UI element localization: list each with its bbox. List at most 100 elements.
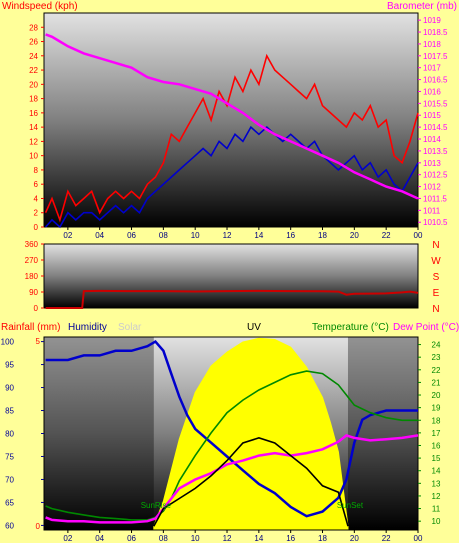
x-tick-label: 04 (95, 231, 104, 240)
temperature-tick-label: 24 (432, 341, 441, 350)
barometer-tick-label: 1014 (423, 135, 441, 144)
windspeed-plot-frame (43, 12, 419, 228)
windspeed-tick-label: 8 (34, 166, 39, 175)
uv-series-line (153, 437, 349, 527)
x-tick-label: 08 (159, 231, 168, 240)
temperature-axis-label: Temperature (°C) (312, 322, 389, 333)
windspeed-tick-label: 26 (29, 38, 38, 47)
temperature-tick-label: 20 (432, 391, 441, 400)
x-tick-label: 18 (318, 534, 327, 543)
windspeed-tick-label: 20 (29, 80, 38, 89)
x-tick-label: 00 (414, 534, 423, 543)
barometer-tick-label: 1012 (423, 183, 441, 192)
compass-label: N (432, 304, 439, 315)
x-tick-label: 16 (286, 534, 295, 543)
windspeed-tick-label: 2 (34, 209, 39, 218)
x-tick-label: 10 (191, 534, 200, 543)
humidity-tick-label: 85 (5, 407, 14, 416)
temperature-tick-label: 22 (432, 366, 441, 375)
x-tick-label: 10 (191, 231, 200, 240)
x-tick-label: 06 (127, 534, 136, 543)
barometer-tick-label: 1011.5 (423, 194, 447, 203)
windspeed-tick-label: 6 (34, 180, 39, 189)
temperature-tick-label: 10 (432, 517, 441, 526)
barometer-tick-label: 1018 (423, 40, 441, 49)
temperature-tick-label: 16 (432, 441, 441, 450)
temperature-tick-label: 15 (432, 454, 441, 463)
humidity-tick-label: 75 (5, 452, 14, 461)
temperature-tick-label: 17 (432, 429, 441, 438)
windspeed-tick-label: 22 (29, 66, 38, 75)
direction-tick-label: 360 (25, 240, 39, 249)
barometer-tick-label: 1015 (423, 111, 441, 120)
x-tick-label: 16 (286, 231, 295, 240)
humidity-tick-label: 60 (5, 521, 14, 530)
temperature-tick-label: 18 (432, 416, 441, 425)
rainfall-tick-label: 5 (36, 337, 41, 346)
x-tick-label: 18 (318, 231, 327, 240)
rainfall-axis-label: Rainfall (mm) (1, 322, 60, 333)
barometer-axis-label: Barometer (mb) (387, 1, 457, 12)
windspeed-tick-label: 4 (34, 194, 39, 203)
humidity-tick-label: 80 (5, 430, 14, 439)
x-tick-label: 22 (382, 231, 391, 240)
x-tick-label: 08 (159, 534, 168, 543)
uv-axis-label: UV (247, 322, 261, 333)
windspeed-tick-label: 14 (29, 123, 38, 132)
compass-label: N (432, 240, 439, 251)
night-shading-evening (347, 337, 418, 530)
barometer-tick-label: 1010.5 (423, 218, 448, 227)
humidity-tick-label: 70 (5, 475, 14, 484)
barometer-tick-label: 1011 (423, 206, 441, 215)
solar-axis-label: Solar (118, 322, 142, 333)
windspeed-tick-label: 12 (29, 137, 38, 146)
barometer-tick-label: 1016 (423, 87, 441, 96)
x-tick-label: 02 (63, 231, 72, 240)
temperature-tick-label: 14 (432, 467, 441, 476)
windspeed-tick-label: 0 (34, 223, 39, 232)
temperature-tick-label: 11 (432, 505, 441, 514)
barometer-tick-label: 1013 (423, 159, 441, 168)
x-tick-label: 14 (254, 534, 263, 543)
temperature-tick-label: 19 (432, 404, 441, 413)
windspeed-plot-area (44, 13, 418, 227)
x-tick-label: 12 (223, 231, 232, 240)
x-tick-label: 12 (223, 534, 232, 543)
windspeed-tick-label: 10 (29, 152, 38, 161)
compass-label: W (431, 256, 441, 267)
compass-label: E (433, 288, 440, 299)
sunrise-label: SunRise (141, 501, 172, 510)
barometer-tick-label: 1017.5 (423, 52, 448, 61)
direction-tick-label: 270 (25, 256, 39, 265)
direction-tick-label: 180 (25, 272, 39, 281)
barometer-tick-label: 1016.5 (423, 76, 448, 85)
barometer-tick-label: 1018.5 (423, 28, 448, 37)
x-tick-label: 20 (350, 231, 359, 240)
barometer-tick-label: 1014.5 (423, 123, 448, 132)
compass-label: S (433, 272, 440, 283)
barometer-tick-label: 1013.5 (423, 147, 448, 156)
x-tick-label: 06 (127, 231, 136, 240)
barometer-tick-label: 1015.5 (423, 99, 448, 108)
humidity-tick-label: 100 (1, 338, 15, 347)
temperature-series-line (45, 370, 418, 521)
humidity-tick-label: 65 (5, 498, 14, 507)
humidity-axis-label: Humidity (68, 322, 107, 333)
temperature-tick-label: 23 (432, 353, 441, 362)
windspeed-axis-label: Windspeed (kph) (2, 1, 78, 12)
temperature-tick-label: 12 (432, 492, 441, 501)
direction-tick-label: 0 (34, 304, 39, 313)
direction-tick-label: 90 (29, 288, 38, 297)
barometer-series-line (45, 33, 419, 200)
avg-series-line (45, 125, 419, 229)
x-tick-label: 14 (254, 231, 263, 240)
humidity-tick-label: 95 (5, 361, 14, 370)
windspeed-tick-label: 24 (29, 52, 38, 61)
x-tick-label: 22 (382, 534, 391, 543)
windspeed-tick-label: 18 (29, 95, 38, 104)
x-tick-label: 20 (350, 534, 359, 543)
barometer-tick-label: 1017 (423, 64, 441, 73)
dewpoint-axis-label: Dew Point (°C) (393, 322, 459, 333)
rainfall-tick-label: 0 (36, 522, 41, 531)
